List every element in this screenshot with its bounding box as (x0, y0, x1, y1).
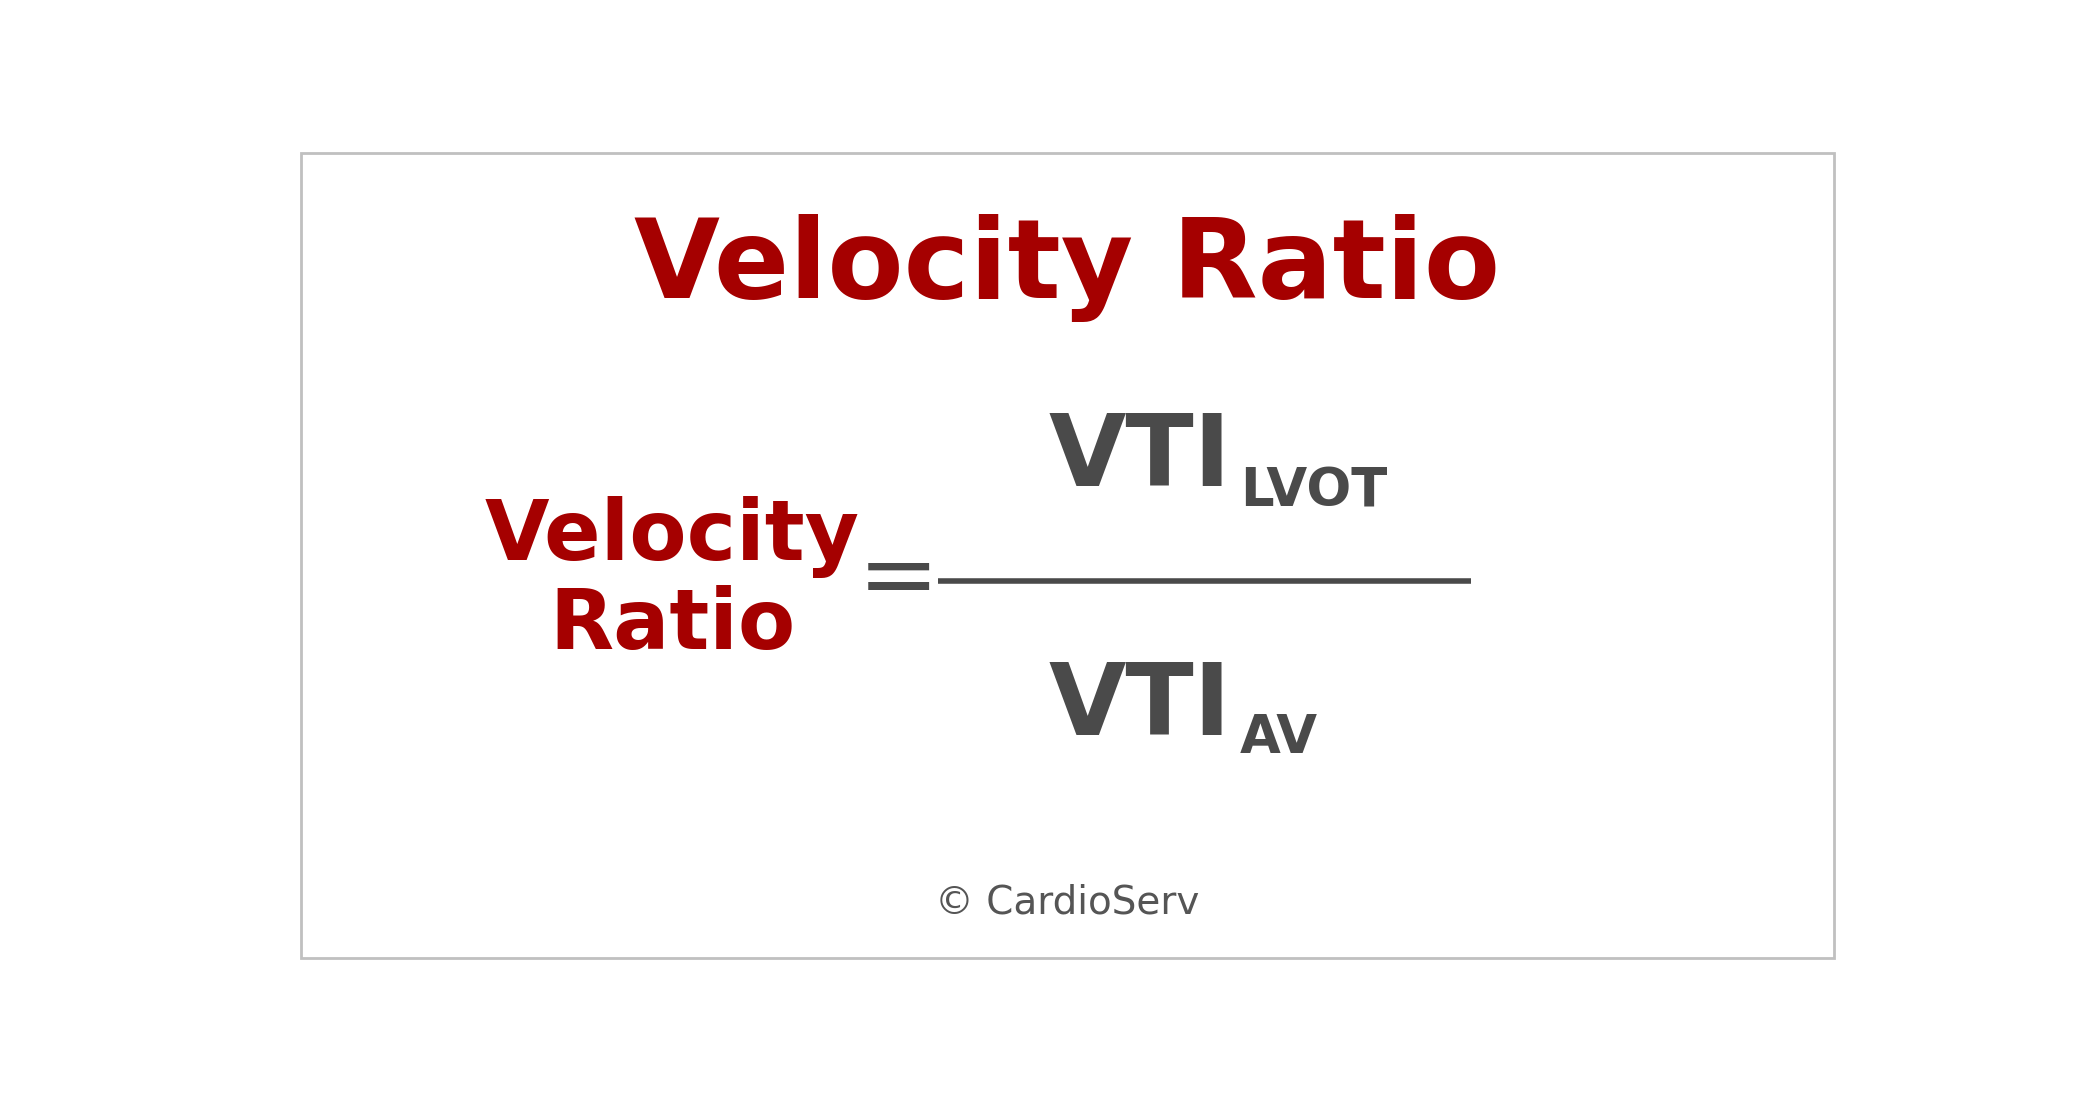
Text: Velocity
Ratio: Velocity Ratio (485, 496, 860, 666)
Text: AV: AV (1239, 712, 1319, 763)
Text: © CardioServ: © CardioServ (935, 883, 1200, 922)
Text: VTI: VTI (1050, 409, 1231, 507)
FancyBboxPatch shape (300, 153, 1835, 958)
Text: Velocity Ratio: Velocity Ratio (635, 213, 1500, 321)
Text: LVOT: LVOT (1239, 466, 1387, 518)
Text: =: = (858, 535, 939, 627)
Text: VTI: VTI (1050, 660, 1231, 757)
